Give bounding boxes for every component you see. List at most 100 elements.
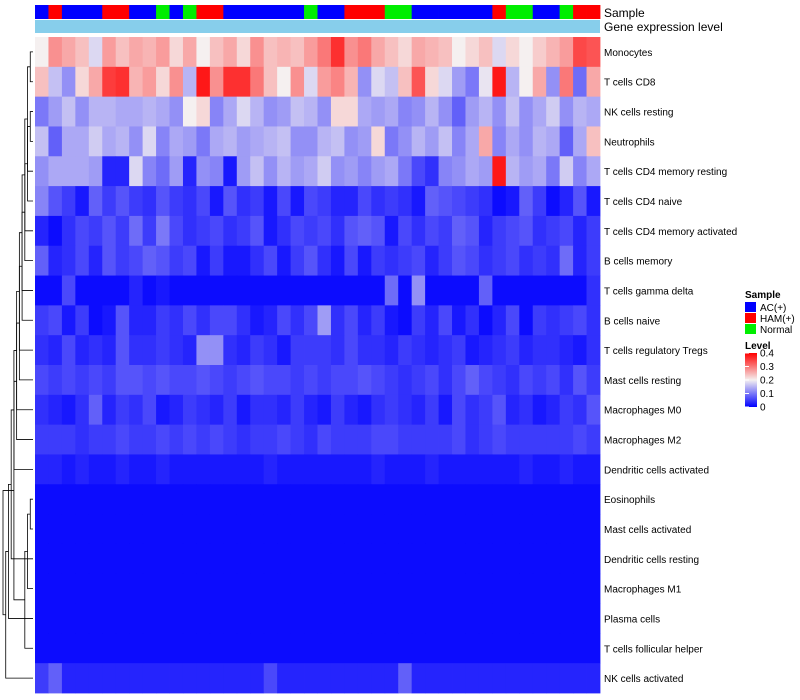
heatmap-cell (452, 215, 466, 247)
heatmap-cell (519, 424, 534, 455)
dendrogram-branch (8, 483, 33, 619)
heatmap-cell (250, 37, 265, 68)
heatmap-cell (438, 663, 453, 694)
heatmap-cell (371, 335, 386, 366)
heatmap-cell (384, 484, 399, 515)
heatmap-cell (330, 37, 345, 68)
heatmap-cell (344, 37, 359, 68)
heatmap-cell (61, 186, 76, 217)
heatmap-cell (384, 454, 399, 485)
heatmap-cell (505, 603, 520, 634)
heatmap-cell (317, 454, 332, 485)
sample-cell (546, 5, 561, 19)
heatmap-cell (425, 305, 439, 336)
heatmap-cell (304, 186, 318, 217)
heatmap-cell (129, 484, 144, 515)
heatmap-cell (263, 215, 278, 247)
dendrogram-branch (18, 265, 33, 381)
heatmap-cell (182, 156, 197, 187)
heatmap-cell (277, 365, 291, 396)
heatmap-cell (573, 96, 587, 127)
heatmap-cell (75, 96, 90, 127)
heatmap-cell (411, 215, 426, 247)
heatmap-cell (88, 573, 103, 604)
heatmap-cell (384, 126, 399, 157)
heatmap-cell (250, 394, 265, 426)
dendrogram-branch (16, 322, 33, 440)
heatmap-cell (519, 126, 534, 157)
heatmap-cell (411, 603, 426, 634)
heatmap-cell (330, 394, 345, 426)
heatmap-cell (75, 275, 90, 306)
heatmap-cell (290, 543, 305, 575)
heatmap-cell (586, 335, 601, 366)
heatmap-cell (35, 186, 49, 217)
heatmap-cell (115, 365, 130, 396)
sample-cell (344, 5, 359, 19)
heatmap-cell (559, 245, 574, 276)
heatmap-cell (196, 245, 211, 276)
heatmap-cell (102, 335, 117, 366)
heatmap-cell (330, 365, 345, 396)
sample-cell (88, 5, 103, 19)
heatmap-cell (196, 454, 211, 485)
heatmap-cell (156, 454, 170, 485)
heatmap-cell (519, 633, 534, 664)
heatmap-cell (452, 126, 466, 157)
heatmap-cell (169, 245, 184, 276)
heatmap-cell (115, 66, 130, 98)
heatmap-cell (61, 156, 76, 187)
heatmap-cell (196, 394, 211, 426)
heatmap-cell (277, 156, 291, 187)
heatmap-cell (344, 245, 359, 276)
heatmap-cell (48, 394, 63, 426)
heatmap-cell (75, 543, 90, 575)
heatmap-cell (411, 394, 426, 426)
heatmap-cell (573, 186, 587, 217)
heatmap-cell (75, 394, 90, 426)
heatmap-cell (250, 484, 265, 515)
heatmap-cell (169, 424, 184, 455)
heatmap-cell (75, 633, 90, 664)
dendrogram-branch (27, 126, 33, 202)
heatmap-cell (438, 424, 453, 455)
heatmap-cell (182, 365, 197, 396)
heatmap-cell (182, 96, 197, 127)
heatmap-cell (398, 275, 413, 306)
heatmap-cell (35, 305, 49, 336)
heatmap-cell (88, 186, 103, 217)
heatmap-cell (263, 156, 278, 187)
heatmap-cell (425, 275, 439, 306)
row-label: Neutrophils (604, 137, 655, 148)
heatmap-cell (75, 66, 90, 98)
heatmap-cell (344, 603, 359, 634)
heatmap-cell (465, 365, 480, 396)
heatmap-cell (156, 394, 170, 426)
heatmap-cell (263, 633, 278, 664)
heatmap-cell (371, 305, 386, 336)
legend-swatch-ham (745, 313, 756, 323)
heatmap-cell (61, 305, 76, 336)
heatmap-cell (371, 633, 386, 664)
heatmap-cell (546, 215, 561, 247)
heatmap-cell (48, 365, 63, 396)
heatmap-cell (277, 305, 291, 336)
heatmap-cell (586, 66, 601, 98)
heatmap-cell (344, 365, 359, 396)
heatmap-cell (492, 394, 507, 426)
heatmap-cell (129, 275, 144, 306)
heatmap-cell (48, 335, 63, 366)
heatmap-cell (61, 633, 76, 664)
heatmap-cell (236, 543, 251, 575)
heatmap-cell (223, 335, 238, 366)
heatmap-cell (209, 186, 224, 217)
heatmap-cell (357, 573, 372, 604)
heatmap-cell (573, 275, 587, 306)
dendrogram-branch (24, 550, 33, 649)
heatmap-cell (384, 66, 399, 98)
heatmap-cell (411, 305, 426, 336)
heatmap-cell (142, 603, 157, 634)
heatmap-cell (250, 633, 265, 664)
heatmap-cell (48, 186, 63, 217)
heatmap-cell (115, 484, 130, 515)
